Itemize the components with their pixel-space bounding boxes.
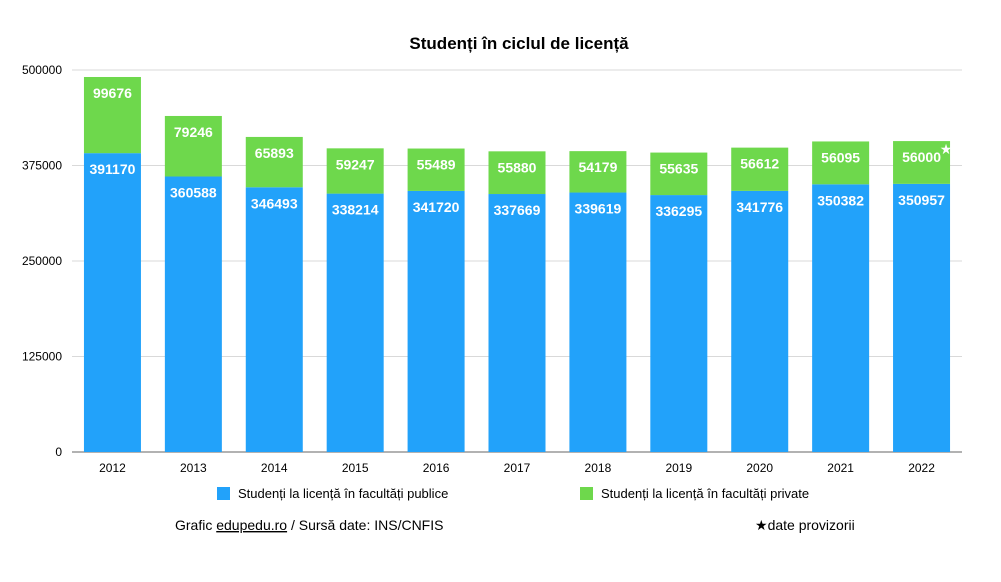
bar-segment (731, 190, 789, 453)
data-label: 339619 (575, 201, 622, 217)
data-label: 346493 (251, 195, 298, 211)
bars: 391170 99676 360588 79246 346493 65893 338214 5… (83, 76, 953, 453)
data-label: 55880 (498, 159, 537, 175)
footer-note: ★date provizorii (755, 517, 855, 533)
bar-segment (83, 153, 141, 452)
x-tick-label: 2016 (423, 461, 450, 475)
data-label: 65893 (255, 145, 294, 161)
data-label: 79246 (174, 124, 213, 140)
bar-segment (650, 195, 708, 452)
footer-credit: Grafic edupedu.ro / Sursă date: INS/CNFI… (175, 517, 443, 533)
bar-segment (812, 141, 870, 185)
bar-segment (731, 147, 789, 191)
footer-source: / Sursă date: INS/CNFIS (287, 517, 443, 533)
bar-segment (407, 190, 465, 453)
bar-segment (245, 136, 303, 188)
footer-note-star: ★ (755, 517, 768, 533)
data-label: 350382 (817, 192, 864, 208)
bar-segment (407, 148, 465, 191)
data-label: 360588 (170, 185, 217, 201)
bar-segment (488, 194, 546, 453)
y-tick-label: 375000 (22, 159, 62, 173)
data-label: 391170 (89, 161, 135, 177)
data-label: 56095 (821, 149, 860, 165)
footer-grafic-prefix: Grafic (175, 517, 216, 533)
bar-segment (83, 76, 141, 154)
y-tick-label: 125000 (22, 350, 62, 364)
bar-segment (812, 184, 870, 452)
legend-label: Studenți la licență în facultăți publice (238, 486, 448, 501)
bar-segment (164, 176, 222, 452)
data-label: 341720 (413, 199, 460, 215)
y-tick-label: 0 (55, 445, 62, 459)
bar-segment (893, 183, 951, 453)
data-label: 59247 (336, 156, 375, 172)
x-tick-label: 2015 (342, 461, 369, 475)
x-tick-label: 2019 (665, 461, 692, 475)
x-tick-label: 2012 (99, 461, 126, 475)
x-tick-label: 2017 (504, 461, 531, 475)
bar-segment (488, 151, 546, 195)
data-label: 56000 (902, 149, 941, 165)
legend: Studenți la licență în facultăți publice… (217, 486, 809, 501)
legend-swatch (580, 487, 593, 500)
y-tick-label: 500000 (22, 63, 62, 77)
data-label: 55489 (417, 157, 456, 173)
data-label: 350957 (898, 192, 945, 208)
y-tick-label: 250000 (22, 254, 62, 268)
bar-segment (164, 115, 222, 177)
bar-segment (326, 193, 384, 453)
legend-label: Studenți la licență în facultăți private (601, 486, 809, 501)
data-label: 56612 (740, 156, 779, 172)
data-label: 99676 (93, 85, 132, 101)
footer-site-link[interactable]: edupedu.ro (216, 517, 287, 533)
x-tick-label: 2013 (180, 461, 207, 475)
data-label: 338214 (332, 202, 379, 218)
x-tick-label: 2021 (827, 461, 854, 475)
data-label: 55635 (659, 161, 698, 177)
bar-segment (569, 192, 627, 453)
footer-note-text: date provizorii (768, 517, 855, 533)
x-axis-ticks: 2012 2013 2014 2015 2016 2017 2018 2019 2020 2021… (99, 461, 935, 475)
bar-segment (569, 151, 627, 193)
data-label: 54179 (578, 159, 617, 175)
footer: Grafic edupedu.ro / Sursă date: INS/CNFI… (175, 517, 855, 533)
x-tick-label: 2022 (908, 461, 935, 475)
data-label: 341776 (736, 199, 783, 215)
x-tick-label: 2014 (261, 461, 288, 475)
chart-title: Studenți în ciclul de licență (409, 34, 629, 53)
bar-segment (893, 141, 951, 184)
data-label: 337669 (494, 202, 541, 218)
data-label: 336295 (655, 203, 702, 219)
annotation-star: ★ (940, 141, 953, 157)
x-tick-label: 2018 (585, 461, 612, 475)
x-tick-label: 2020 (746, 461, 773, 475)
bar-segment (245, 187, 303, 452)
bar-segment (650, 152, 708, 196)
legend-swatch (217, 487, 230, 500)
bar-segment (326, 148, 384, 194)
